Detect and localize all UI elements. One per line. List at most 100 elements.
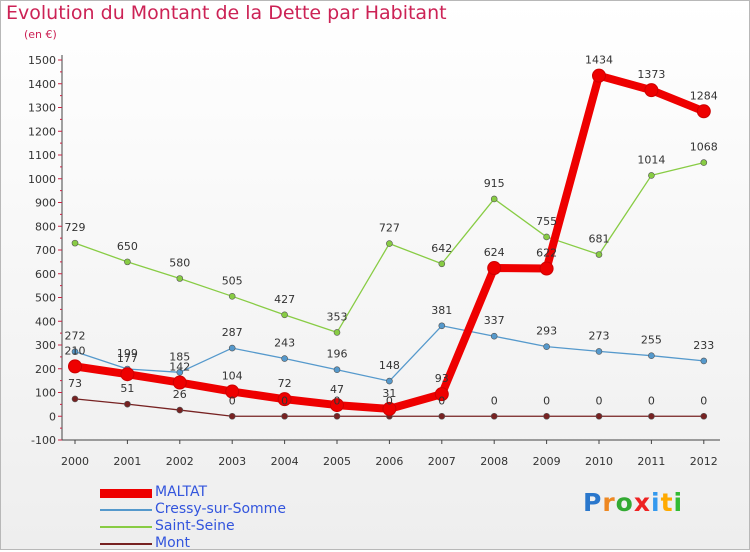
data-point <box>700 357 708 365</box>
data-point <box>71 348 79 355</box>
data-point <box>487 261 502 276</box>
data-point <box>696 104 711 119</box>
chart-subtitle: (en €) <box>24 28 57 41</box>
data-label: 233 <box>693 339 714 352</box>
y-tick-label: 500 <box>35 292 56 305</box>
data-label: 427 <box>274 293 295 306</box>
data-point <box>490 412 498 420</box>
data-label: 287 <box>222 326 243 339</box>
y-tick-label: 100 <box>35 387 56 400</box>
data-label: 51 <box>120 382 134 395</box>
data-point <box>543 233 550 241</box>
y-tick-label: 1100 <box>28 149 56 162</box>
data-point <box>120 367 135 382</box>
data-point <box>176 406 184 414</box>
data-label: 0 <box>334 394 341 407</box>
data-point <box>382 401 397 416</box>
data-point <box>386 377 393 385</box>
data-point <box>281 412 288 420</box>
data-label: 505 <box>222 274 243 287</box>
data-label: 580 <box>169 257 190 270</box>
legend-label: Cressy-sur-Somme <box>155 501 286 517</box>
data-point <box>648 352 655 359</box>
data-point <box>539 261 554 276</box>
data-label: 0 <box>281 394 288 407</box>
x-tick-label: 2007 <box>428 455 456 468</box>
y-tick-label: 1300 <box>28 102 56 115</box>
data-label: 381 <box>431 304 452 317</box>
data-point <box>281 355 288 362</box>
data-point <box>176 275 184 282</box>
data-label: 1068 <box>690 141 718 154</box>
data-point <box>595 348 603 355</box>
y-tick-label: 600 <box>35 268 56 281</box>
x-tick-label: 2003 <box>218 455 246 468</box>
data-point <box>595 251 603 258</box>
data-point <box>543 412 550 420</box>
data-label: 727 <box>379 222 400 235</box>
x-tick-label: 2006 <box>375 455 403 468</box>
data-label: 273 <box>589 329 610 342</box>
data-label: 1373 <box>637 68 665 81</box>
x-tick-label: 2004 <box>271 455 299 468</box>
data-point <box>228 344 236 352</box>
x-tick-label: 2008 <box>480 455 508 468</box>
data-label: 353 <box>327 310 348 323</box>
y-tick-label: 1400 <box>28 78 56 91</box>
data-point <box>386 240 393 247</box>
data-label: 293 <box>536 325 557 338</box>
data-label: 0 <box>700 394 707 407</box>
data-point <box>438 260 446 268</box>
y-tick-label: -100 <box>31 434 56 447</box>
data-point <box>71 395 79 403</box>
data-point <box>490 195 498 203</box>
x-tick-label: 2011 <box>637 455 665 468</box>
data-point <box>434 387 449 402</box>
data-point <box>228 293 236 300</box>
data-label: 72 <box>278 377 292 390</box>
y-tick-label: 1500 <box>28 54 56 67</box>
data-point <box>648 172 655 179</box>
data-label: 243 <box>274 337 295 350</box>
data-point <box>333 366 341 374</box>
data-point <box>124 400 131 408</box>
data-label: 93 <box>435 372 449 385</box>
x-tick-label: 2010 <box>585 455 613 468</box>
data-label: 0 <box>648 394 655 407</box>
data-point <box>330 398 344 413</box>
data-point <box>438 322 446 330</box>
data-point <box>595 412 603 420</box>
data-point <box>333 412 341 420</box>
legend-swatch <box>100 526 152 528</box>
y-tick-label: 0 <box>49 410 56 423</box>
data-label: 255 <box>641 334 662 347</box>
data-label: 31 <box>382 387 396 400</box>
data-point <box>700 412 708 420</box>
data-point <box>490 332 498 340</box>
data-point <box>592 68 606 83</box>
data-label: 0 <box>491 394 498 407</box>
data-point <box>225 384 240 399</box>
data-label: 272 <box>65 330 86 343</box>
data-label: 650 <box>117 240 138 253</box>
legend-label: Mont <box>155 535 191 551</box>
data-label: 196 <box>327 348 348 361</box>
data-label: 622 <box>536 247 557 260</box>
data-point <box>228 412 236 420</box>
y-tick-label: 300 <box>35 339 56 352</box>
data-label: 47 <box>330 383 344 396</box>
data-label: 0 <box>438 394 445 407</box>
data-label: 1014 <box>637 153 665 166</box>
data-label: 681 <box>589 233 610 246</box>
data-label: 142 <box>169 361 190 374</box>
data-label: 624 <box>484 246 505 259</box>
y-tick-label: 900 <box>35 197 56 210</box>
data-point <box>68 359 82 374</box>
y-tick-label: 1200 <box>28 125 56 138</box>
data-label: 199 <box>117 347 138 360</box>
data-point <box>644 83 659 98</box>
x-tick-label: 2002 <box>166 455 194 468</box>
legend-swatch <box>100 509 152 511</box>
proxiti-logo: Proxiti <box>583 488 684 517</box>
x-tick-label: 2001 <box>113 455 141 468</box>
